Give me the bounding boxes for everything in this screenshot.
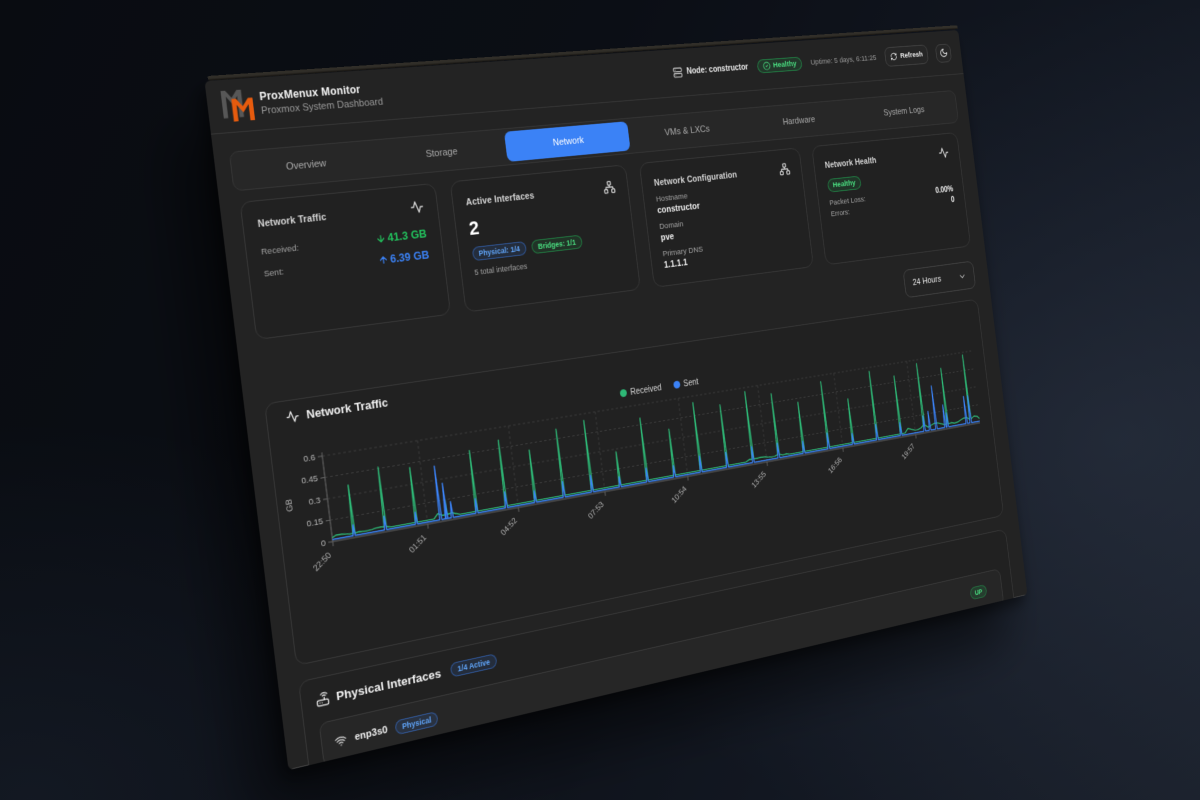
svg-text:GB: GB [284,498,295,512]
svg-text:0.6: 0.6 [303,452,316,464]
svg-text:0.15: 0.15 [306,516,324,529]
svg-text:19:57: 19:57 [900,442,916,461]
svg-text:0.45: 0.45 [301,474,319,486]
svg-text:04:52: 04:52 [499,516,519,538]
svg-text:0.3: 0.3 [308,495,321,507]
svg-text:0: 0 [320,538,326,548]
svg-text:16:56: 16:56 [827,455,844,475]
svg-text:01:51: 01:51 [407,533,428,555]
svg-text:07:53: 07:53 [586,500,605,521]
svg-text:13:55: 13:55 [750,470,767,490]
svg-text:10:54: 10:54 [670,484,688,505]
svg-text:22:50: 22:50 [311,550,333,573]
